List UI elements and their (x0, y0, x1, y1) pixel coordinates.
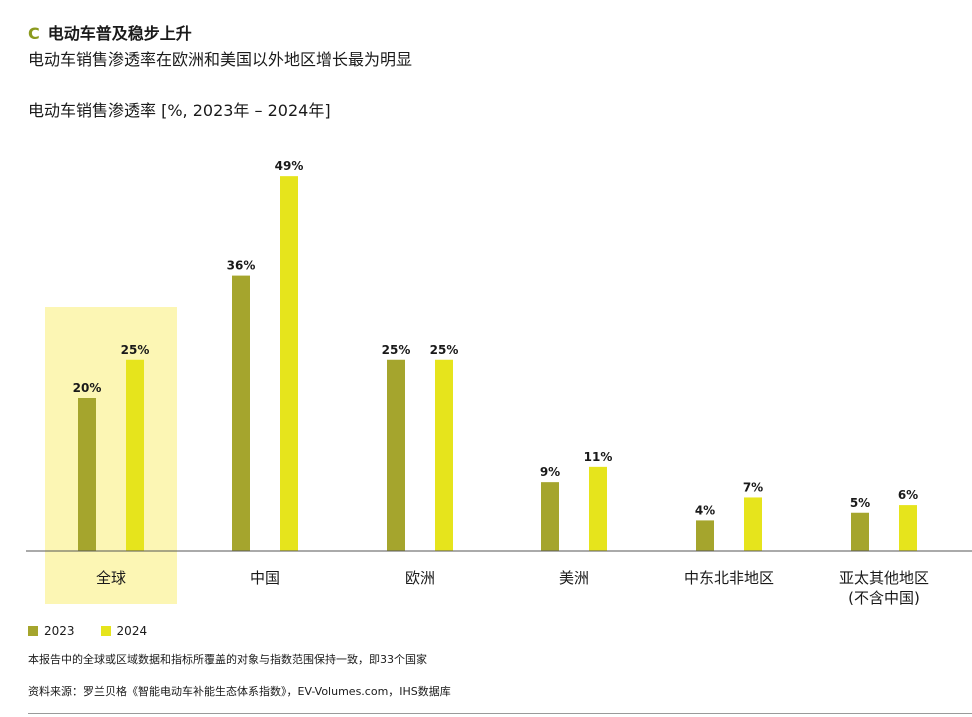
category-label-line: (不含中国) (848, 589, 920, 607)
category-label-line: 中国 (250, 569, 280, 587)
bar-2023-category-3 (541, 482, 559, 551)
legend: 2023 2024 (28, 624, 173, 638)
data-label-2023-category-2: 25% (382, 343, 411, 357)
category-label-5: 亚太其他地区 (不含中国) (839, 569, 929, 607)
bar-2023-category-2 (387, 359, 405, 551)
section-letter: C (28, 24, 40, 43)
data-label-2023-category-5: 5% (850, 496, 870, 510)
bottom-divider (28, 713, 972, 714)
category-label-4: 中东北非地区 (684, 569, 774, 587)
source-note: 资料来源：罗兰贝格《智能电动车补能生态体系指数》，EV-Volumes.com，… (28, 685, 451, 698)
category-label-line: 欧洲 (405, 569, 435, 587)
section-heading-text: 电动车普及稳步上升 (47, 24, 192, 43)
legend-swatch-2023 (28, 626, 38, 636)
bar-2024-category-4 (744, 497, 762, 551)
data-label-2023-category-4: 4% (695, 503, 715, 517)
data-label-2024-category-2: 25% (430, 343, 459, 357)
category-label-line: 全球 (96, 569, 126, 587)
bar-2024-category-1 (280, 176, 298, 551)
category-label-0: 全球 (96, 569, 126, 587)
highlight-band (45, 307, 177, 604)
footnote: 本报告中的全球或区域数据和指标所覆盖的对象与指数范围保持一致，即33个国家 (28, 653, 427, 666)
subtitle: 电动车销售渗透率在欧洲和美国以外地区增长最为明显 (28, 50, 413, 69)
legend-label-2024: 2024 (116, 624, 148, 638)
data-label-2024-category-4: 7% (743, 480, 763, 494)
category-label-2: 欧洲 (405, 569, 435, 587)
bar-2024-category-5 (899, 505, 917, 551)
legend-swatch-2024 (100, 626, 111, 636)
legend-label-2023: 2023 (44, 624, 75, 638)
data-label-2023-category-3: 9% (540, 465, 560, 479)
bar-2023-category-1 (232, 275, 250, 551)
data-label-2024-category-5: 6% (898, 488, 918, 502)
section-heading: C 电动车普及稳步上升 (28, 20, 192, 44)
data-label-2023-category-0: 20% (73, 381, 102, 395)
data-label-2024-category-1: 49% (275, 159, 304, 173)
bar-2023-category-5 (851, 512, 869, 551)
data-label-2024-category-3: 11% (584, 450, 613, 464)
bar-chart: 20% 36% 25% 9% 4% 5% 25% 49% 25% 11% 7% 6% 全球 中国 欧洲 美洲 中… (26, 159, 972, 607)
legend-item-2024: 2024 (100, 624, 148, 638)
data-label-2024-category-0: 25% (121, 343, 150, 357)
bar-2024-category-2 (435, 359, 453, 551)
bar-2023-category-0 (78, 398, 96, 551)
category-label-line: 中东北非地区 (684, 569, 774, 587)
bar-2024-category-0 (126, 359, 144, 551)
bar-2023-category-4 (696, 520, 714, 551)
chart-title: 电动车销售渗透率 [%, 2023年 – 2024年] (28, 101, 331, 120)
category-label-line: 亚太其他地区 (839, 569, 929, 587)
category-label-3: 美洲 (559, 569, 589, 587)
data-label-2023-category-1: 36% (227, 259, 256, 273)
category-label-line: 美洲 (559, 569, 589, 587)
bar-2024-category-3 (589, 466, 607, 551)
legend-item-2023: 2023 (28, 624, 75, 638)
category-label-1: 中国 (250, 569, 280, 587)
